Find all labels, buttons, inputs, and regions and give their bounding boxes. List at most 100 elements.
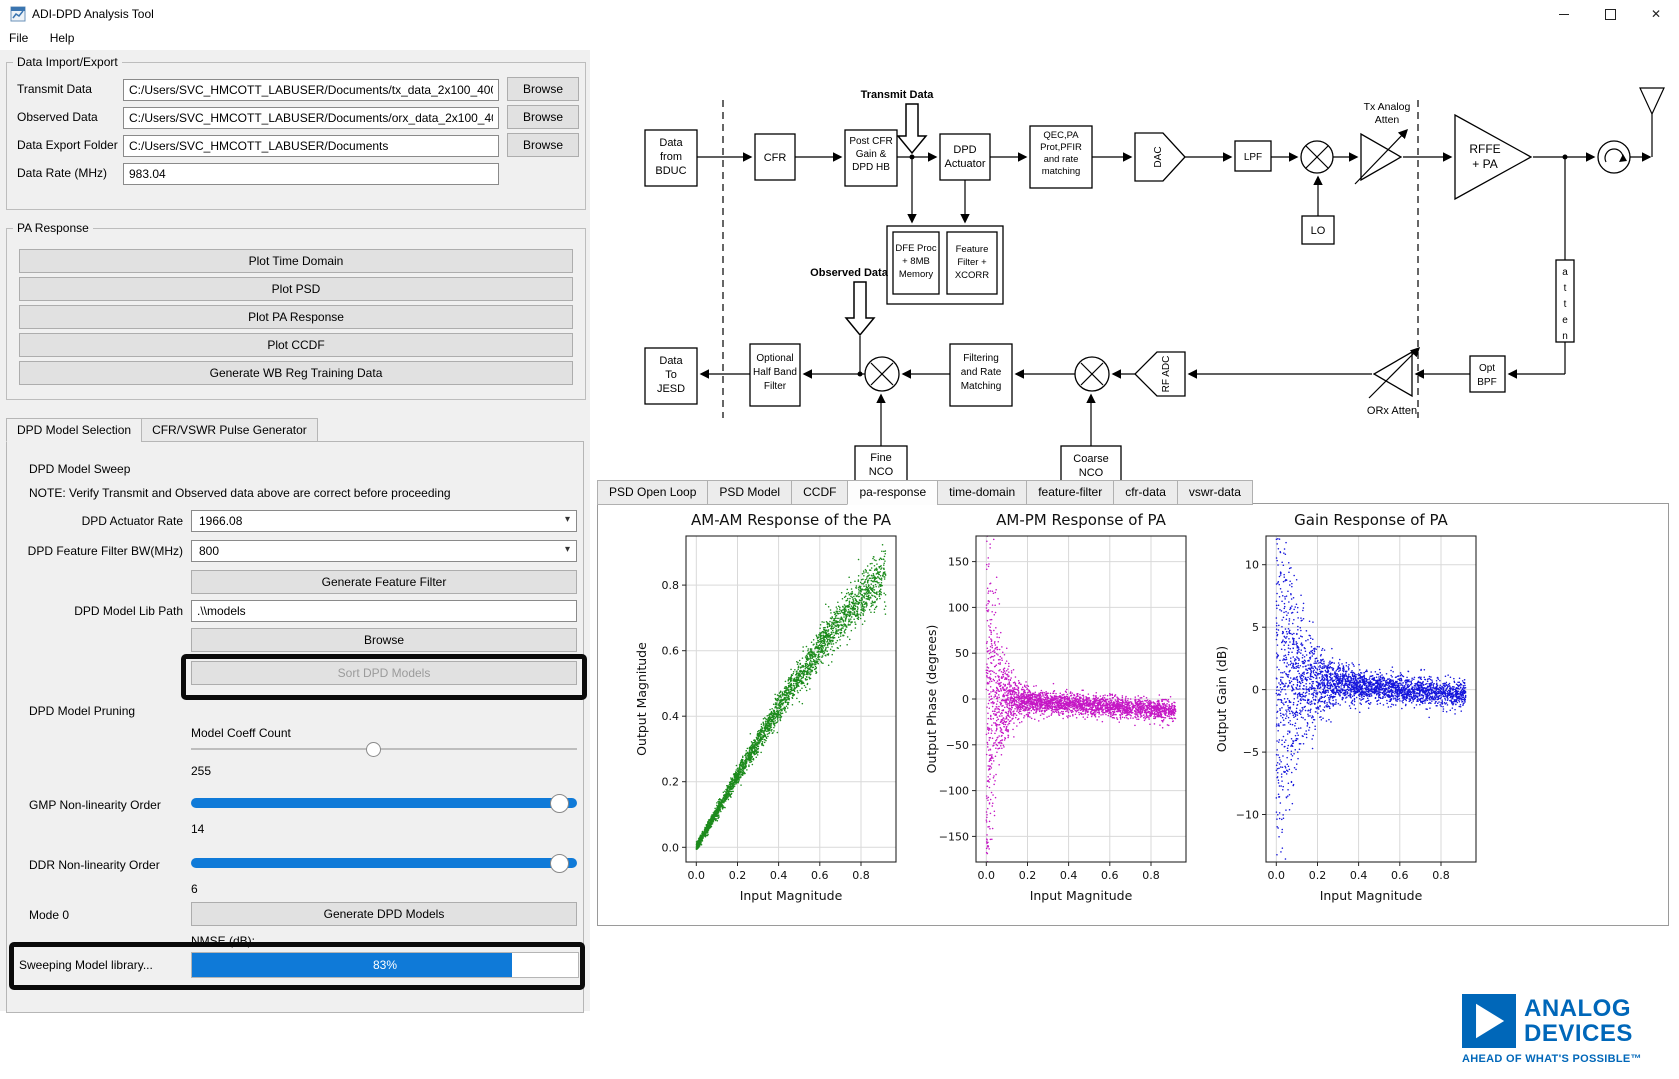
feature-bw-value: 800 — [199, 544, 219, 558]
diagram-label-bduc: DatafromBDUC — [655, 137, 686, 177]
svg-text:10: 10 — [1245, 559, 1259, 572]
titlebar: ADI-DPD Analysis Tool ✕ — [0, 0, 1679, 28]
svg-text:0.6: 0.6 — [662, 645, 680, 658]
export-folder-input[interactable] — [123, 135, 499, 157]
chart-ampm: 0.00.20.40.60.8−150−100−50050100150AM-PM… — [918, 510, 1196, 918]
observed-data-label: Observed Data — [17, 110, 123, 124]
menu-help[interactable]: Help — [41, 28, 84, 48]
diagram-label-qec: QEC,PAProt,PFIRand ratematching — [1040, 130, 1082, 177]
gmp-order-value: 14 — [191, 822, 204, 836]
svg-text:0.6: 0.6 — [1391, 869, 1409, 882]
diagram-label-orx-atten: ORx Atten — [1367, 405, 1417, 417]
coeff-count-label: Model Coeff Count — [191, 726, 291, 740]
diagram-label-rffe: RFFE+ PA — [1469, 142, 1500, 171]
tab-dpd-model-selection[interactable]: DPD Model Selection — [6, 418, 142, 442]
observed-data-input[interactable] — [123, 107, 499, 129]
maximize-button[interactable] — [1587, 0, 1633, 28]
svg-text:0.8: 0.8 — [1432, 869, 1450, 882]
chevron-down-icon: ▾ — [565, 544, 570, 555]
sort-dpd-models-button[interactable]: Sort DPD Models — [191, 661, 577, 685]
left-tabbar: DPD Model Selection CFR/VSWR Pulse Gener… — [6, 418, 317, 442]
adi-triangle-icon — [1462, 994, 1516, 1048]
close-button[interactable]: ✕ — [1633, 0, 1679, 28]
adi-word-analog: ANALOG — [1524, 996, 1633, 1021]
tab-psd-open-loop[interactable]: PSD Open Loop — [597, 480, 708, 505]
svg-text:0.0: 0.0 — [978, 869, 996, 882]
plot-tabbar: PSD Open Loop PSD Model CCDF pa-response… — [597, 480, 1252, 505]
tab-ccdf[interactable]: CCDF — [791, 480, 848, 505]
lib-path-browse-button[interactable]: Browse — [191, 628, 577, 652]
svg-text:0.4: 0.4 — [1350, 869, 1368, 882]
svg-text:Gain Response of PA: Gain Response of PA — [1294, 511, 1448, 529]
observed-data-browse-button[interactable]: Browse — [507, 105, 579, 129]
slider-thumb[interactable] — [550, 854, 569, 873]
export-folder-label: Data Export Folder — [17, 138, 123, 152]
lib-path-input[interactable] — [191, 600, 577, 622]
tab-pa-response[interactable]: pa-response — [847, 480, 938, 505]
plot-psd-button[interactable]: Plot PSD — [19, 277, 573, 301]
charts-container: 0.00.20.40.60.80.00.20.40.60.8AM-AM Resp… — [628, 510, 1486, 918]
svg-text:Output Phase (degrees): Output Phase (degrees) — [924, 625, 939, 774]
svg-text:5: 5 — [1252, 621, 1259, 634]
diagram-label-tx-atten: Tx AnalogAtten — [1364, 101, 1411, 126]
svg-text:50: 50 — [955, 647, 969, 660]
data-rate-label: Data Rate (MHz) — [17, 166, 123, 180]
feature-bw-label: DPD Feature Filter BW(MHz) — [21, 544, 183, 558]
export-folder-browse-button[interactable]: Browse — [507, 133, 579, 157]
svg-text:−100: −100 — [939, 785, 969, 798]
diagram-label-feature-filter: FeatureFilter +XCORR — [955, 244, 989, 281]
svg-text:0.2: 0.2 — [1019, 869, 1037, 882]
ddr-order-label: DDR Non-linearity Order — [29, 858, 160, 872]
coeff-count-slider[interactable] — [191, 742, 577, 756]
svg-text:Input Magnitude: Input Magnitude — [1030, 888, 1133, 903]
diagram-label-cfr: CFR — [764, 152, 787, 164]
slider-thumb[interactable] — [366, 742, 381, 757]
slider-thumb[interactable] — [550, 794, 569, 813]
pruning-label: DPD Model Pruning — [29, 704, 135, 718]
minimize-button[interactable] — [1541, 0, 1587, 28]
pa-response-group: PA Response Plot Time Domain Plot PSD Pl… — [6, 228, 586, 400]
plot-time-domain-button[interactable]: Plot Time Domain — [19, 249, 573, 273]
generate-wb-reg-button[interactable]: Generate WB Reg Training Data — [19, 361, 573, 385]
diagram-label-transmit-data: Transmit Data — [861, 89, 935, 101]
feature-bw-combobox[interactable]: 800 ▾ — [191, 540, 577, 562]
tab-vswr-data[interactable]: vswr-data — [1177, 480, 1253, 505]
actuator-rate-value: 1966.08 — [199, 514, 242, 528]
svg-text:0.8: 0.8 — [852, 869, 870, 882]
generate-dpd-models-button[interactable]: Generate DPD Models — [191, 902, 577, 926]
svg-text:−50: −50 — [946, 739, 969, 752]
menu-file[interactable]: File — [0, 28, 37, 48]
transmit-data-input[interactable] — [123, 79, 499, 101]
tab-psd-model[interactable]: PSD Model — [707, 480, 792, 505]
slider-track — [191, 798, 577, 808]
tab-cfr-data[interactable]: cfr-data — [1113, 480, 1178, 505]
transmit-data-browse-button[interactable]: Browse — [507, 77, 579, 101]
data-rate-input[interactable] — [123, 163, 499, 185]
group-label-pa-response: PA Response — [13, 221, 93, 235]
plot-ccdf-button[interactable]: Plot CCDF — [19, 333, 573, 357]
actuator-rate-combobox[interactable]: 1966.08 ▾ — [191, 510, 577, 532]
chart-amam: 0.00.20.40.60.80.00.20.40.60.8AM-AM Resp… — [628, 510, 906, 918]
tab-feature-filter[interactable]: feature-filter — [1026, 480, 1114, 505]
plot-pa-response-button[interactable]: Plot PA Response — [19, 305, 573, 329]
adi-logo: ANALOG DEVICES AHEAD OF WHAT'S POSSIBLE™ — [1462, 994, 1668, 1065]
close-icon: ✕ — [1651, 7, 1661, 21]
mode-label: Mode 0 — [29, 908, 69, 922]
diagram-label-lpf: LPF — [1244, 152, 1262, 163]
dpd-sweep-label: DPD Model Sweep — [29, 462, 130, 476]
diagram-label-post-cfr: Post CFRGain &DPD HB — [849, 136, 892, 173]
tab-time-domain[interactable]: time-domain — [937, 480, 1027, 505]
svg-text:0.0: 0.0 — [662, 841, 680, 854]
svg-text:−5: −5 — [1243, 746, 1259, 759]
gmp-order-label: GMP Non-linearity Order — [29, 798, 161, 812]
svg-text:0.8: 0.8 — [1142, 869, 1160, 882]
tab-cfr-vswr-pulse-generator[interactable]: CFR/VSWR Pulse Generator — [141, 418, 318, 442]
ddr-order-slider[interactable] — [191, 854, 577, 872]
progress-percent: 83% — [192, 958, 578, 972]
generate-feature-filter-button[interactable]: Generate Feature Filter — [191, 570, 577, 594]
gmp-order-slider[interactable] — [191, 794, 577, 812]
adi-tagline: AHEAD OF WHAT'S POSSIBLE™ — [1462, 1053, 1668, 1065]
maximize-icon — [1605, 9, 1616, 20]
svg-text:0.4: 0.4 — [662, 710, 680, 723]
svg-text:0: 0 — [962, 693, 969, 706]
